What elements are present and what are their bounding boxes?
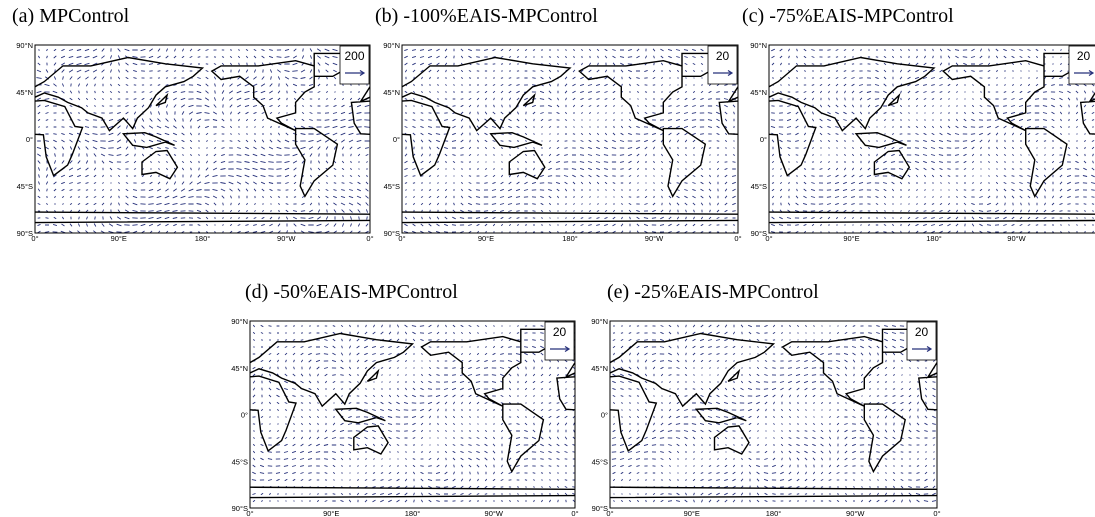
y-tick-label: 90°S — [592, 504, 608, 513]
map-frame — [34, 44, 371, 234]
map-panel — [35, 45, 370, 233]
x-tick-label: 90°E — [478, 234, 494, 243]
panel-title: (b) -100%EAIS-MPControl — [375, 5, 598, 27]
y-tick-label: 0° — [393, 135, 400, 144]
y-tick-label: 45°N — [231, 364, 248, 373]
y-tick-label: 45°N — [591, 364, 608, 373]
reference-arrow — [912, 345, 933, 353]
map-panel — [610, 321, 937, 508]
map-frame — [249, 320, 576, 509]
x-tick-label: 0° — [734, 234, 741, 243]
reference-arrow — [345, 69, 366, 77]
y-tick-label: 45°S — [592, 457, 608, 466]
x-tick-label: 0° — [765, 234, 772, 243]
x-tick-label: 180° — [195, 234, 211, 243]
reference-box — [707, 45, 738, 85]
panel-title: (a) MPControl — [12, 5, 130, 27]
reference-box — [544, 321, 575, 361]
y-tick-label: 90°N — [383, 41, 400, 50]
x-tick-label: 90°E — [323, 509, 339, 517]
map-background — [402, 45, 738, 233]
x-tick-label: 180° — [405, 509, 421, 517]
map-frame — [609, 320, 938, 509]
x-tick-label: 0° — [606, 509, 613, 517]
panel-title: (e) -25%EAIS-MPControl — [607, 281, 819, 303]
x-tick-label: 0° — [398, 234, 405, 243]
y-tick-label: 45°S — [232, 457, 248, 466]
x-tick-label: 0° — [31, 234, 38, 243]
y-tick-label: 90°S — [17, 229, 33, 238]
map-panel — [250, 321, 575, 508]
y-tick-label: 0° — [601, 411, 608, 420]
reference-label: 20 — [716, 49, 730, 63]
x-tick-label: 180° — [562, 234, 578, 243]
x-tick-label: 90°W — [645, 234, 664, 243]
y-tick-label: 45°S — [384, 182, 400, 191]
reference-label: 20 — [1077, 49, 1091, 63]
map-frame — [768, 44, 1095, 234]
map-background — [769, 45, 1095, 233]
x-tick-label: 180° — [766, 509, 782, 517]
y-tick-label: 90°S — [384, 229, 400, 238]
y-tick-label: 90°N — [750, 41, 767, 50]
y-tick-label: 45°S — [751, 182, 767, 191]
reference-arrow — [1074, 69, 1095, 77]
y-tick-label: 90°S — [751, 229, 767, 238]
map-background — [35, 45, 370, 233]
reference-box — [906, 321, 937, 361]
y-tick-label: 90°N — [231, 317, 248, 326]
y-tick-label: 0° — [241, 411, 248, 420]
y-tick-label: 0° — [26, 135, 33, 144]
y-tick-label: 90°N — [16, 41, 33, 50]
y-tick-label: 90°S — [232, 504, 248, 513]
y-tick-label: 45°N — [750, 88, 767, 97]
y-tick-label: 45°S — [17, 182, 33, 191]
x-tick-label: 90°E — [843, 234, 859, 243]
reference-label: 20 — [553, 325, 567, 339]
reference-label: 200 — [344, 49, 364, 63]
x-tick-label: 90°W — [1007, 234, 1026, 243]
reference-box — [339, 45, 370, 85]
x-tick-label: 180° — [926, 234, 942, 243]
reference-arrow — [550, 345, 571, 353]
reference-label: 20 — [915, 325, 929, 339]
x-tick-label: 90°W — [485, 509, 504, 517]
x-tick-label: 90°E — [111, 234, 127, 243]
x-tick-label: 90°E — [684, 509, 700, 517]
x-tick-label: 90°W — [846, 509, 865, 517]
y-tick-label: 90°N — [591, 317, 608, 326]
x-tick-label: 0° — [246, 509, 253, 517]
panel-title: (d) -50%EAIS-MPControl — [245, 281, 458, 303]
reference-arrow — [713, 69, 734, 77]
map-frame — [401, 44, 739, 234]
y-tick-label: 45°N — [16, 88, 33, 97]
map-panel — [769, 45, 1095, 233]
y-tick-label: 0° — [760, 135, 767, 144]
reference-box — [1068, 45, 1095, 85]
x-tick-label: 0° — [933, 509, 940, 517]
y-tick-label: 45°N — [383, 88, 400, 97]
x-tick-label: 0° — [366, 234, 373, 243]
map-panel — [402, 45, 738, 233]
x-tick-label: 90°W — [277, 234, 296, 243]
x-tick-label: 0° — [571, 509, 578, 517]
panel-title: (c) -75%EAIS-MPControl — [742, 5, 954, 27]
